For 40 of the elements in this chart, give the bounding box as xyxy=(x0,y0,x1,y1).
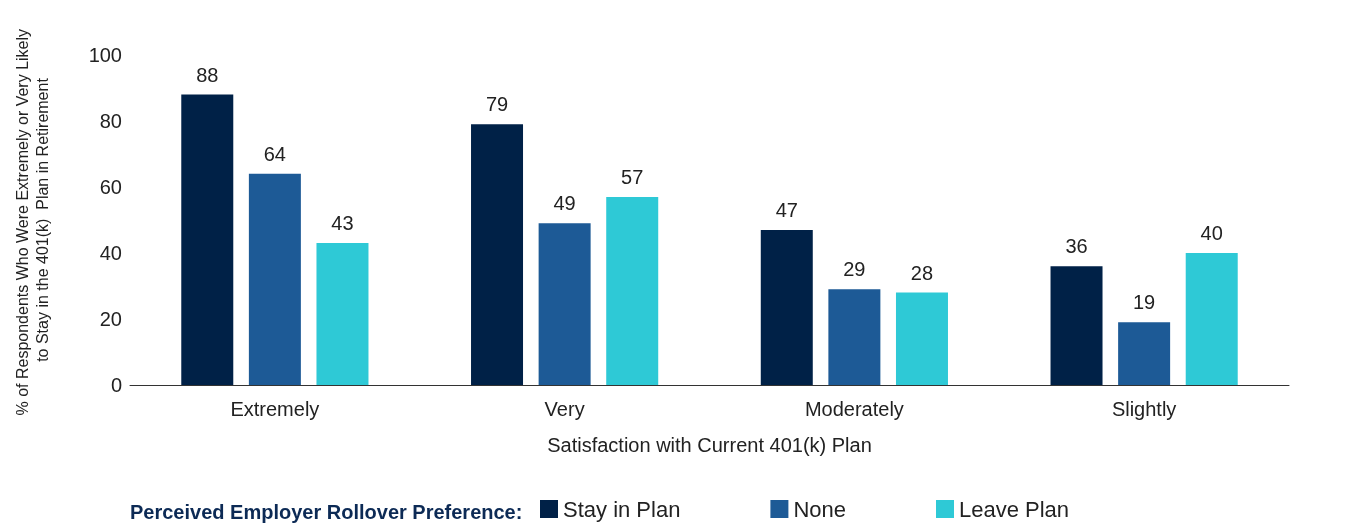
y-tick-label: 80 xyxy=(99,110,122,132)
y-tick-label: 40 xyxy=(99,242,122,264)
data-label: 43 xyxy=(331,212,354,235)
x-axis-title: Satisfaction with Current 401(k) Plan xyxy=(547,434,872,456)
y-tick-label: 60 xyxy=(99,176,122,198)
y-axis-title: % of Respondents Who Were Extremely or Very Likely to Stay in the 401(k) Plan in Retirement xyxy=(13,24,51,416)
bar xyxy=(1050,266,1103,385)
data-label: 40 xyxy=(1200,222,1223,244)
y-tick-label: 100 xyxy=(88,44,122,66)
bar xyxy=(248,173,301,385)
data-label: 88 xyxy=(196,63,219,86)
data-label: 79 xyxy=(485,93,509,116)
data-label: 47 xyxy=(775,198,798,221)
x-tick-label: Very xyxy=(544,398,585,420)
y-tick-label: 20 xyxy=(99,308,122,330)
legend-label: None xyxy=(793,496,846,522)
bar xyxy=(895,292,948,385)
bar xyxy=(316,243,369,385)
bar xyxy=(606,196,659,385)
bar xyxy=(181,94,234,385)
y-tick-label: 0 xyxy=(110,374,122,396)
bar xyxy=(828,289,881,385)
legend-label: Leave Plan xyxy=(959,496,1070,522)
bar xyxy=(1185,253,1238,385)
data-label: 57 xyxy=(621,165,644,188)
data-label: 64 xyxy=(263,142,286,165)
data-label: 28 xyxy=(910,261,934,284)
bar xyxy=(538,223,591,385)
legend-label: Stay in Plan xyxy=(563,496,681,522)
bar xyxy=(760,229,813,385)
data-label: 36 xyxy=(1065,235,1088,258)
x-tick-label: Moderately xyxy=(804,398,904,420)
legend-title: Perceived Employer Rollover Preference: xyxy=(130,501,523,523)
data-label: 19 xyxy=(1133,291,1156,314)
x-tick-label: Extremely xyxy=(230,398,320,420)
x-tick-label: Slightly xyxy=(1111,398,1177,420)
bar xyxy=(1118,322,1171,385)
bar xyxy=(471,124,524,385)
data-label: 29 xyxy=(843,258,866,281)
data-label: 49 xyxy=(553,192,576,215)
